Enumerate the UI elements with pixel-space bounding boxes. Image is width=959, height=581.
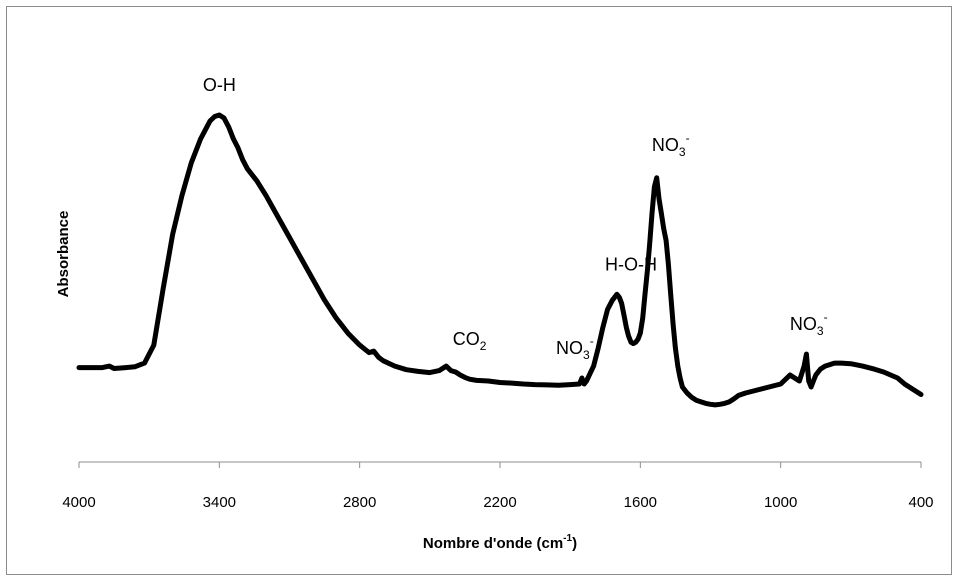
x-axis-title-text: Nombre d'onde (cm — [423, 535, 563, 552]
x-axis-tick-labels: 4000 3400 2800 2200 1600 1000 400 — [62, 494, 933, 511]
peak-annotation: NO3- — [790, 310, 828, 338]
x-tick-label: 2200 — [483, 494, 516, 511]
x-axis-ticks — [78, 462, 922, 468]
peak-annotation: NO3- — [556, 334, 594, 362]
y-axis-title: Absorbance — [55, 211, 72, 298]
spectrum-line — [76, 112, 924, 408]
x-tick-label: 2800 — [343, 494, 376, 511]
peak-annotation-text: NO — [556, 338, 583, 358]
peak-annotation-superscript: - — [686, 131, 690, 145]
peak-annotation: CO2 — [453, 329, 487, 353]
peak-annotation-superscript: - — [590, 334, 594, 348]
peak-annotation-text: O-H — [203, 75, 236, 95]
peak-annotation-superscript: - — [824, 310, 828, 324]
peak-annotation-subscript: 2 — [480, 339, 487, 353]
x-tick-label: 400 — [908, 494, 933, 511]
x-axis-title-close: ) — [572, 535, 577, 552]
peak-annotation-text: H-O-H — [605, 254, 657, 274]
x-tick-label: 3400 — [203, 494, 236, 511]
peak-annotation-text: CO — [453, 329, 480, 349]
x-tick-label: 1000 — [764, 494, 797, 511]
x-tick-label: 1600 — [624, 494, 657, 511]
peak-annotation: O-H — [203, 75, 236, 95]
peak-annotation-text: NO — [790, 314, 817, 334]
peak-annotation-text: NO — [652, 135, 679, 155]
x-axis-title-sup: -1 — [563, 533, 572, 544]
peak-annotation-subscript: 3 — [679, 145, 686, 159]
x-tick-label: 4000 — [62, 494, 95, 511]
peak-annotation: H-O-H — [605, 254, 657, 274]
peak-annotation-subscript: 3 — [583, 348, 590, 362]
x-axis-title: Nombre d'onde (cm-1) — [423, 533, 577, 552]
peak-annotation-subscript: 3 — [817, 324, 824, 338]
peak-annotation: NO3- — [652, 131, 690, 159]
